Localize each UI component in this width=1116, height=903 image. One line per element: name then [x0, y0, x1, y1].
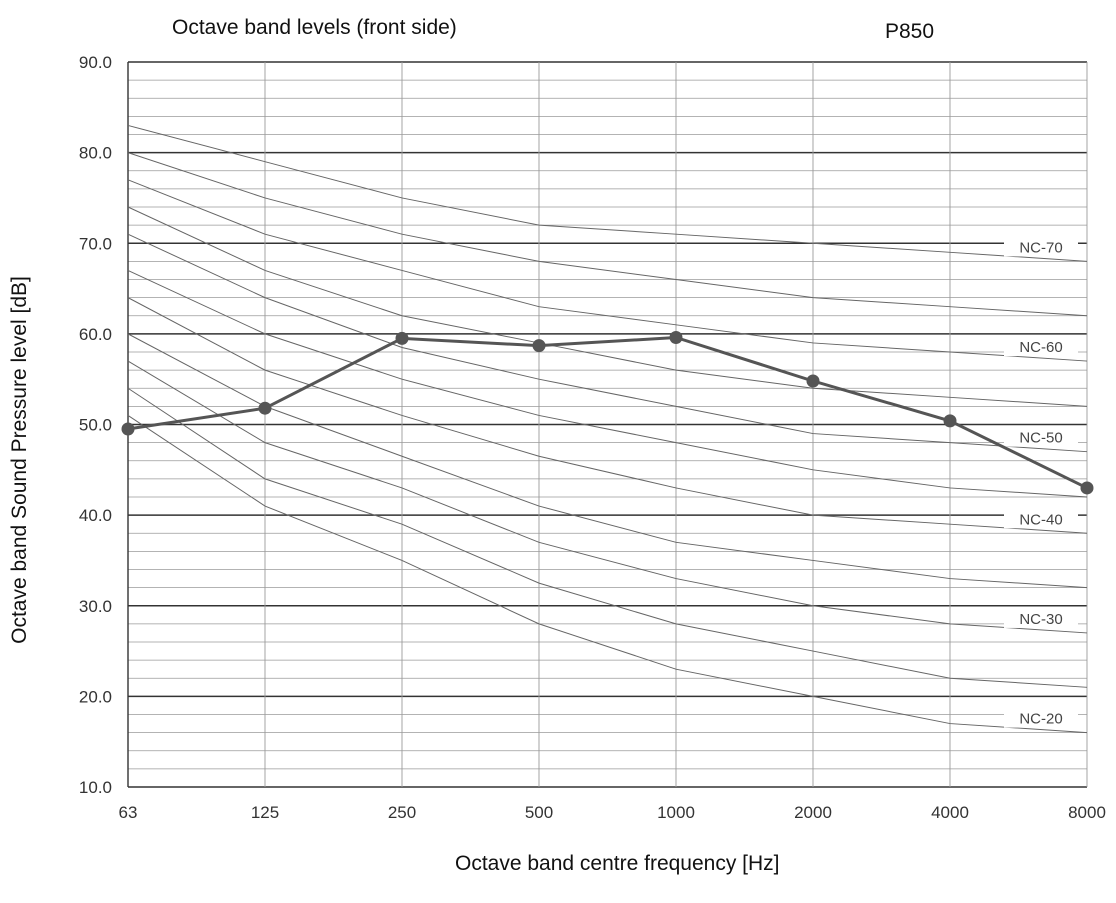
- nc-curve: [127, 124, 1088, 262]
- nc-label: NC-30: [1019, 611, 1062, 628]
- y-tick-label: 90.0: [79, 53, 112, 72]
- y-tick-label: 80.0: [79, 144, 112, 163]
- nc-label-bg: [1004, 426, 1078, 447]
- x-tick-label: 4000: [931, 803, 969, 822]
- nc-curve: [127, 387, 1088, 688]
- nc-label-bg: [1004, 607, 1078, 628]
- data-point: [395, 331, 409, 345]
- nc-curve: [127, 297, 1088, 534]
- data-series: [121, 331, 1094, 495]
- chart-subtitle: P850: [885, 20, 935, 43]
- nc-label-bg: [1004, 236, 1078, 257]
- y-tick-label: 10.0: [79, 778, 112, 797]
- data-point: [806, 374, 820, 388]
- nc-curve: [127, 269, 1088, 498]
- nc-label: NC-50: [1019, 430, 1062, 447]
- grid: [127, 61, 1088, 788]
- data-point: [121, 422, 135, 436]
- nc-curve: [127, 233, 1088, 453]
- y-tick-label: 70.0: [79, 234, 112, 253]
- nc-curve: [127, 333, 1088, 589]
- data-point: [943, 414, 957, 428]
- nc-labels: NC-70 NC-60 NC-50 NC-40 NC-30 NC-20: [1004, 236, 1078, 728]
- y-tick-label: 60.0: [79, 325, 112, 344]
- x-tick-label: 250: [388, 803, 416, 822]
- data-point: [532, 339, 546, 353]
- nc-curves: [127, 124, 1088, 734]
- x-tick-label: 125: [251, 803, 279, 822]
- y-tick-label: 50.0: [79, 416, 112, 435]
- y-tick-label: 40.0: [79, 506, 112, 525]
- y-tick-label: 30.0: [79, 597, 112, 616]
- data-point: [258, 401, 272, 415]
- nc-curve: [127, 360, 1088, 634]
- nc-label: NC-40: [1019, 511, 1062, 528]
- nc-label: NC-20: [1019, 711, 1062, 728]
- series-line: [127, 335, 1088, 490]
- nc-curve: [127, 179, 1088, 362]
- nc-label-bg: [1004, 707, 1078, 728]
- x-tick-labels: 63 125 250 500 1000 2000 4000 8000: [119, 803, 1106, 822]
- x-tick-label: 63: [119, 803, 138, 822]
- chart-title: Octave band levels (front side): [172, 16, 457, 39]
- y-tick-label: 20.0: [79, 687, 112, 706]
- y-tick-labels: 10.0 20.0 30.0 40.0 50.0 60.0 70.0 80.0 90.0: [79, 53, 112, 797]
- x-axis-label: Octave band centre frequency [Hz]: [455, 852, 780, 875]
- nc-curve: [127, 206, 1088, 407]
- x-tick-label: 1000: [657, 803, 695, 822]
- data-point: [669, 331, 683, 344]
- data-point: [1080, 481, 1094, 495]
- nc-label: NC-70: [1019, 239, 1062, 256]
- nc-curve: [127, 152, 1088, 317]
- nc-curve: [127, 415, 1088, 734]
- nc-label: NC-60: [1019, 339, 1062, 356]
- x-tick-label: 8000: [1068, 803, 1106, 822]
- nc-label-bg: [1004, 508, 1078, 529]
- nc-label-bg: [1004, 336, 1078, 357]
- x-tick-label: 2000: [794, 803, 832, 822]
- x-tick-label: 500: [525, 803, 553, 822]
